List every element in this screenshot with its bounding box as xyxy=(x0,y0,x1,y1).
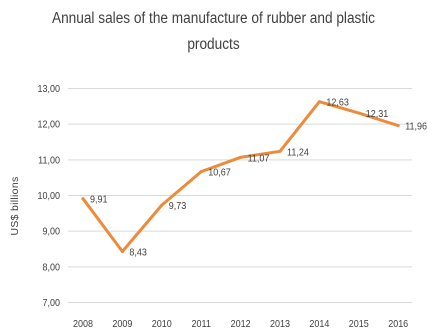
y-tick-label: 11,00 xyxy=(38,155,60,167)
data-label: 8,43 xyxy=(129,247,147,259)
x-tick-label: 2011 xyxy=(192,319,211,331)
data-label: 10,67 xyxy=(208,167,230,179)
data-label: 9,91 xyxy=(90,194,108,206)
y-tick-label: 10,00 xyxy=(38,191,60,203)
x-tick-label: 2012 xyxy=(231,319,251,331)
gridlines xyxy=(68,88,412,303)
data-labels: 9,91 8,43 9,73 10,67 11,07 11,24 12,63 12,31 11,… xyxy=(90,97,427,258)
x-tick-label: 2010 xyxy=(152,319,172,331)
x-axis-ticks: 2008 2009 2010 2011 2012 2013 2014 2015 2016 xyxy=(73,319,408,331)
data-point xyxy=(239,155,243,159)
chart-title-line-1: Annual sales of the manufacture of rubbe… xyxy=(51,10,376,27)
x-tick-label: 2013 xyxy=(270,319,290,331)
y-tick-label: 7,00 xyxy=(42,298,60,310)
data-point xyxy=(278,149,282,153)
y-tick-label: 13,00 xyxy=(38,84,60,96)
chart-title-line-2: products xyxy=(187,36,240,53)
data-point xyxy=(160,203,164,207)
y-tick-label: 8,00 xyxy=(42,262,60,274)
y-tick-label: 9,00 xyxy=(42,226,60,238)
x-tick-label: 2014 xyxy=(309,319,329,331)
x-tick-label: 2016 xyxy=(388,319,408,331)
x-tick-label: 2015 xyxy=(349,319,369,331)
data-label: 11,24 xyxy=(287,147,309,159)
sales-series xyxy=(81,100,400,253)
y-tick-label: 12,00 xyxy=(38,119,60,131)
data-label: 11,96 xyxy=(405,121,427,133)
data-point xyxy=(199,170,203,174)
data-point xyxy=(317,100,321,104)
y-axis-ticks: 7,00 8,00 9,00 10,00 11,00 12,00 13,00 xyxy=(38,84,60,310)
data-label: 12,31 xyxy=(366,109,388,121)
data-point xyxy=(396,124,400,128)
data-point xyxy=(81,197,85,201)
data-label: 11,07 xyxy=(248,153,270,165)
data-point xyxy=(120,249,124,253)
data-point xyxy=(357,111,361,115)
data-label: 9,73 xyxy=(169,201,187,213)
x-tick-label: 2009 xyxy=(112,319,132,331)
data-label: 12,63 xyxy=(326,97,348,109)
x-tick-label: 2008 xyxy=(73,319,93,331)
